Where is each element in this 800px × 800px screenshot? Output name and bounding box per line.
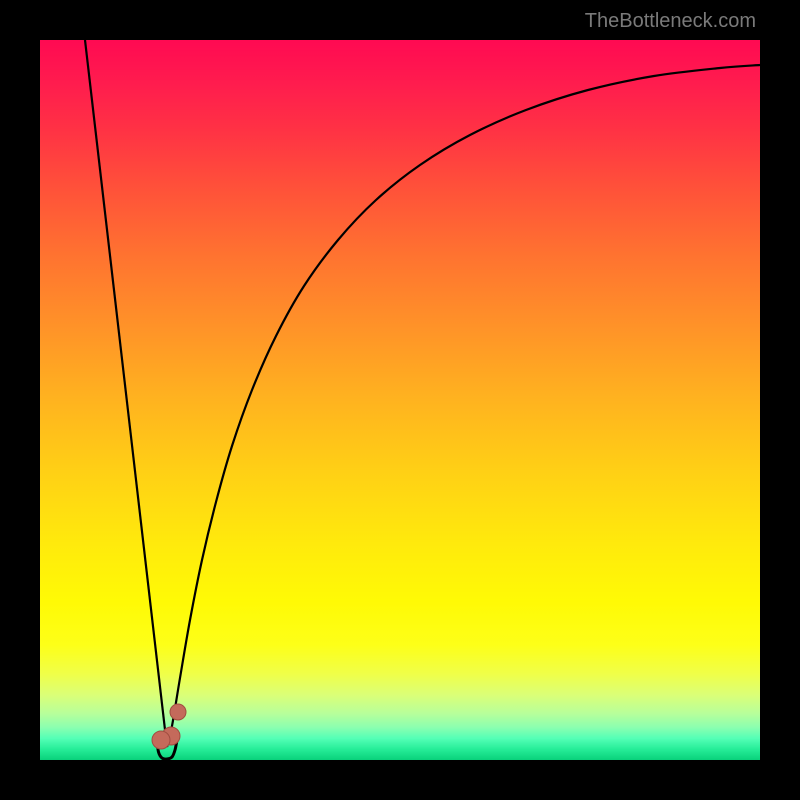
chart-container: TheBottleneck.com [0, 0, 800, 800]
chart-curve-layer [40, 40, 760, 760]
chart-marker [152, 731, 170, 749]
frame-border-bottom [0, 760, 800, 800]
curve-right-branch [167, 65, 760, 747]
frame-border-right [760, 0, 800, 800]
chart-markers [152, 704, 186, 749]
frame-border-left [0, 0, 40, 800]
watermark-text: TheBottleneck.com [585, 10, 756, 33]
curve-left-branch [85, 40, 167, 747]
chart-marker [170, 704, 186, 720]
